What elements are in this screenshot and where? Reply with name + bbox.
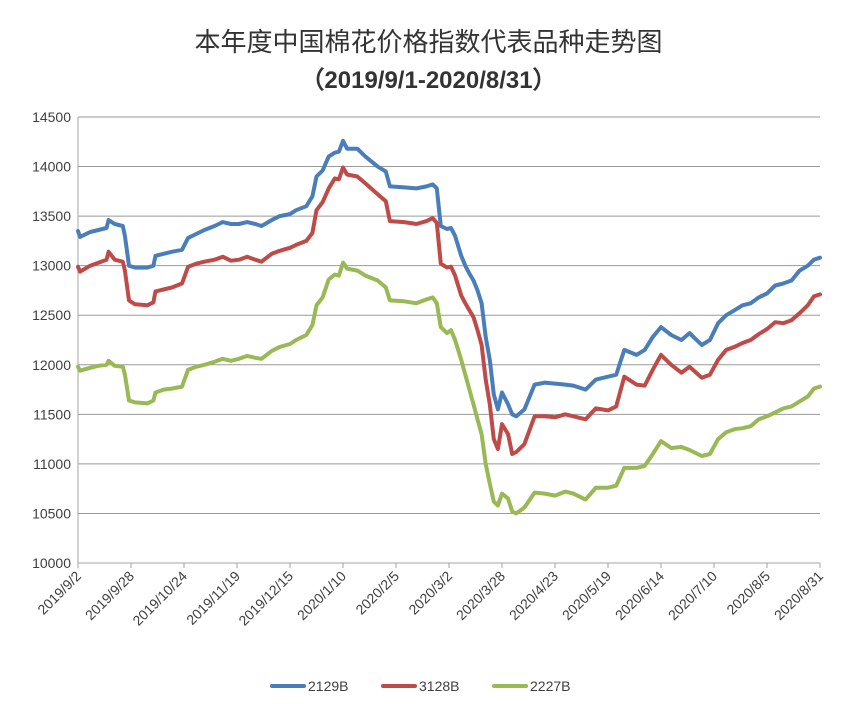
x-tick-label: 2020/7/10 bbox=[665, 568, 721, 624]
x-tick-label: 2019/9/28 bbox=[82, 568, 138, 624]
x-tick-label: 2020/8/5 bbox=[723, 568, 773, 618]
y-tick-label: 13000 bbox=[32, 258, 71, 274]
series-line-2227B bbox=[76, 260, 822, 516]
x-tick-label: 2020/5/19 bbox=[559, 568, 615, 624]
series-line-3128B bbox=[76, 165, 822, 456]
chart-subtitle: （2019/9/1-2020/8/31） bbox=[300, 67, 557, 94]
y-tick-label: 12500 bbox=[32, 307, 71, 323]
series-line-2129B bbox=[76, 138, 822, 419]
y-tick-label: 14000 bbox=[32, 159, 71, 175]
x-tick-label: 2020/3/28 bbox=[453, 568, 509, 624]
chart-title: 本年度中国棉花价格指数代表品种走势图 bbox=[194, 28, 663, 58]
x-tick-label: 2020/4/23 bbox=[506, 568, 562, 624]
x-tick-label: 2019/12/15 bbox=[235, 568, 296, 629]
y-tick-label: 11500 bbox=[33, 406, 71, 422]
x-tick-label: 2019/11/19 bbox=[183, 568, 243, 628]
y-tick-label: 12000 bbox=[32, 357, 71, 373]
x-tick-label: 2020/6/14 bbox=[612, 568, 668, 624]
x-tick-label: 2019/10/24 bbox=[129, 568, 190, 629]
legend-label: 2227B bbox=[530, 678, 570, 694]
y-tick-label: 11000 bbox=[33, 456, 71, 472]
y-tick-label: 13500 bbox=[32, 208, 71, 224]
x-tick-label: 2020/8/31 bbox=[771, 568, 827, 624]
x-tick-label: 2019/9/2 bbox=[34, 568, 84, 618]
x-tick-label: 2020/2/5 bbox=[352, 568, 402, 618]
legend-label: 3128B bbox=[419, 678, 459, 694]
y-tick-label: 10500 bbox=[32, 505, 71, 521]
y-tick-label: 14500 bbox=[32, 109, 71, 125]
y-tick-label: 10000 bbox=[32, 555, 71, 571]
legend-label: 2129B bbox=[308, 678, 348, 694]
x-tick-label: 2020/3/2 bbox=[405, 568, 455, 618]
x-tick-label: 2020/1/10 bbox=[294, 568, 350, 624]
